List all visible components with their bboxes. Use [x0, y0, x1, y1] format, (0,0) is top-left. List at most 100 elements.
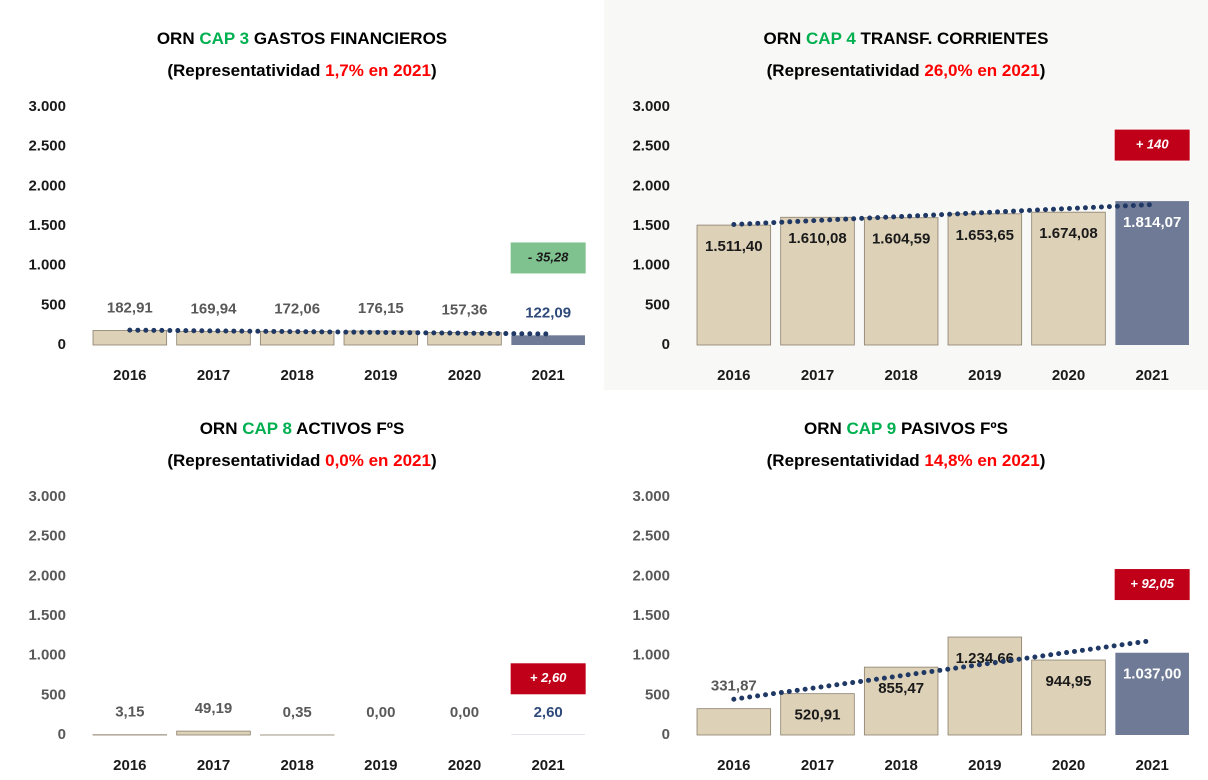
- data-label: 944,95: [1046, 673, 1092, 690]
- title-part: ): [431, 61, 437, 80]
- chart-subtitle: (Representatividad 0,0% en 2021): [167, 451, 436, 470]
- data-label: 1.610,08: [788, 230, 846, 247]
- x-tick-label: 2020: [1052, 757, 1085, 774]
- title-part: CAP 8: [242, 419, 296, 438]
- x-tick-label: 2017: [197, 757, 230, 774]
- x-tick-label: 2020: [448, 367, 481, 384]
- title-part: (Representatividad: [167, 61, 325, 80]
- bar: [92, 330, 168, 346]
- x-tick-label: 2019: [364, 757, 397, 774]
- bar: [780, 693, 855, 736]
- title-part: PASIVOS FºS: [901, 419, 1008, 438]
- title-part: ): [431, 451, 437, 470]
- chart-subtitle: (Representatividad 14,8% en 2021): [767, 451, 1046, 470]
- x-tick-label: 2021: [531, 757, 564, 774]
- title-part: ACTIVOS FºS: [296, 419, 404, 438]
- data-label: 1.037,00: [1123, 666, 1181, 683]
- y-tick-label: 1.000: [632, 257, 670, 274]
- title-part: 26,0% en 2021: [924, 61, 1039, 80]
- data-label: 0,35: [283, 704, 312, 721]
- y-tick-label: 2.500: [632, 138, 670, 155]
- title-part: 14,8% en 2021: [924, 451, 1039, 470]
- data-label: 1.604,59: [872, 231, 930, 248]
- data-label: 169,94: [191, 300, 238, 317]
- data-label: 3,15: [115, 704, 144, 721]
- x-tick-label: 2017: [801, 757, 834, 774]
- y-tick-label: 2.500: [632, 528, 670, 545]
- title-part: ORN: [804, 419, 847, 438]
- x-tick-label: 2016: [717, 757, 750, 774]
- y-tick-label: 500: [41, 686, 66, 703]
- annotation-box: [509, 662, 587, 696]
- y-tick-label: 500: [41, 296, 66, 313]
- title-part: 0,0% en 2021: [325, 451, 431, 470]
- data-label: 172,06: [274, 300, 320, 317]
- title-part: ): [1040, 61, 1046, 80]
- chart-subtitle: (Representatividad 26,0% en 2021): [767, 61, 1046, 80]
- x-tick-label: 2019: [364, 367, 397, 384]
- data-label: 1.674,08: [1039, 225, 1097, 242]
- title-part: CAP 3: [199, 29, 254, 48]
- y-tick-label: 0: [58, 726, 66, 743]
- title-part: ): [1040, 451, 1046, 470]
- title-part: (Representatividad: [167, 451, 325, 470]
- x-tick-label: 2021: [531, 367, 564, 384]
- trend-line: [731, 202, 1155, 227]
- annotation-text: + 2,60: [530, 670, 567, 685]
- title-part: (Representatividad: [767, 451, 925, 470]
- data-label: 49,19: [195, 700, 233, 717]
- bar: [176, 331, 251, 346]
- data-label: 0,00: [450, 704, 479, 721]
- data-label: 176,15: [358, 300, 404, 317]
- x-tick-label: 2021: [1135, 757, 1168, 774]
- bar: [947, 213, 1023, 346]
- x-tick-label: 2020: [448, 757, 481, 774]
- y-tick-label: 0: [662, 336, 670, 353]
- data-label: 1.814,07: [1123, 214, 1181, 231]
- data-label: 331,87: [711, 678, 757, 695]
- bar: [780, 216, 855, 346]
- bar: [696, 224, 772, 346]
- y-tick-label: 2.500: [28, 528, 66, 545]
- annotation-box: [1113, 568, 1191, 602]
- y-tick-label: 1.000: [632, 647, 670, 664]
- y-tick-label: 2.000: [28, 177, 66, 194]
- x-tick-label: 2016: [113, 757, 146, 774]
- title-part: TRANSF. CORRIENTES: [861, 29, 1049, 48]
- x-tick-label: 2016: [717, 367, 750, 384]
- y-tick-label: 500: [645, 296, 670, 313]
- y-tick-label: 3.000: [28, 98, 66, 115]
- x-tick-label: 2021: [1135, 367, 1168, 384]
- trend-line: [127, 327, 551, 337]
- x-tick-label: 2019: [968, 757, 1001, 774]
- x-tick-label: 2018: [280, 367, 313, 384]
- y-tick-label: 1.500: [632, 607, 670, 624]
- bar: [1031, 659, 1106, 736]
- y-tick-label: 1.500: [632, 217, 670, 234]
- data-label: 122,09: [525, 304, 571, 321]
- bar: [1115, 652, 1189, 735]
- bar: [511, 335, 585, 345]
- y-tick-label: 2.000: [28, 567, 66, 584]
- y-tick-label: 2.500: [28, 138, 66, 155]
- y-tick-label: 500: [645, 686, 670, 703]
- title-part: ORN: [157, 29, 200, 48]
- data-label: 1.653,65: [956, 227, 1014, 244]
- x-tick-label: 2019: [968, 367, 1001, 384]
- title-part: 1,7% en 2021: [325, 61, 431, 80]
- chart-title: ORN CAP 3 GASTOS FINANCIEROS: [157, 29, 447, 48]
- bar: [696, 708, 772, 736]
- title-part: (Representatividad: [767, 61, 925, 80]
- annotation-text: - 35,28: [528, 249, 569, 264]
- trend-line: [731, 638, 1155, 702]
- title-part: CAP 4: [806, 29, 861, 48]
- chart-subtitle: (Representatividad 1,7% en 2021): [167, 61, 436, 80]
- data-label: 182,91: [107, 299, 153, 316]
- y-tick-label: 2.000: [632, 177, 670, 194]
- chart-title: ORN CAP 4 TRANSF. CORRIENTES: [764, 29, 1049, 48]
- chart-title: ORN CAP 9 PASIVOS FºS: [804, 419, 1008, 438]
- x-tick-label: 2018: [884, 757, 917, 774]
- x-tick-label: 2018: [280, 757, 313, 774]
- y-tick-label: 1.500: [28, 607, 66, 624]
- y-tick-label: 1.500: [28, 217, 66, 234]
